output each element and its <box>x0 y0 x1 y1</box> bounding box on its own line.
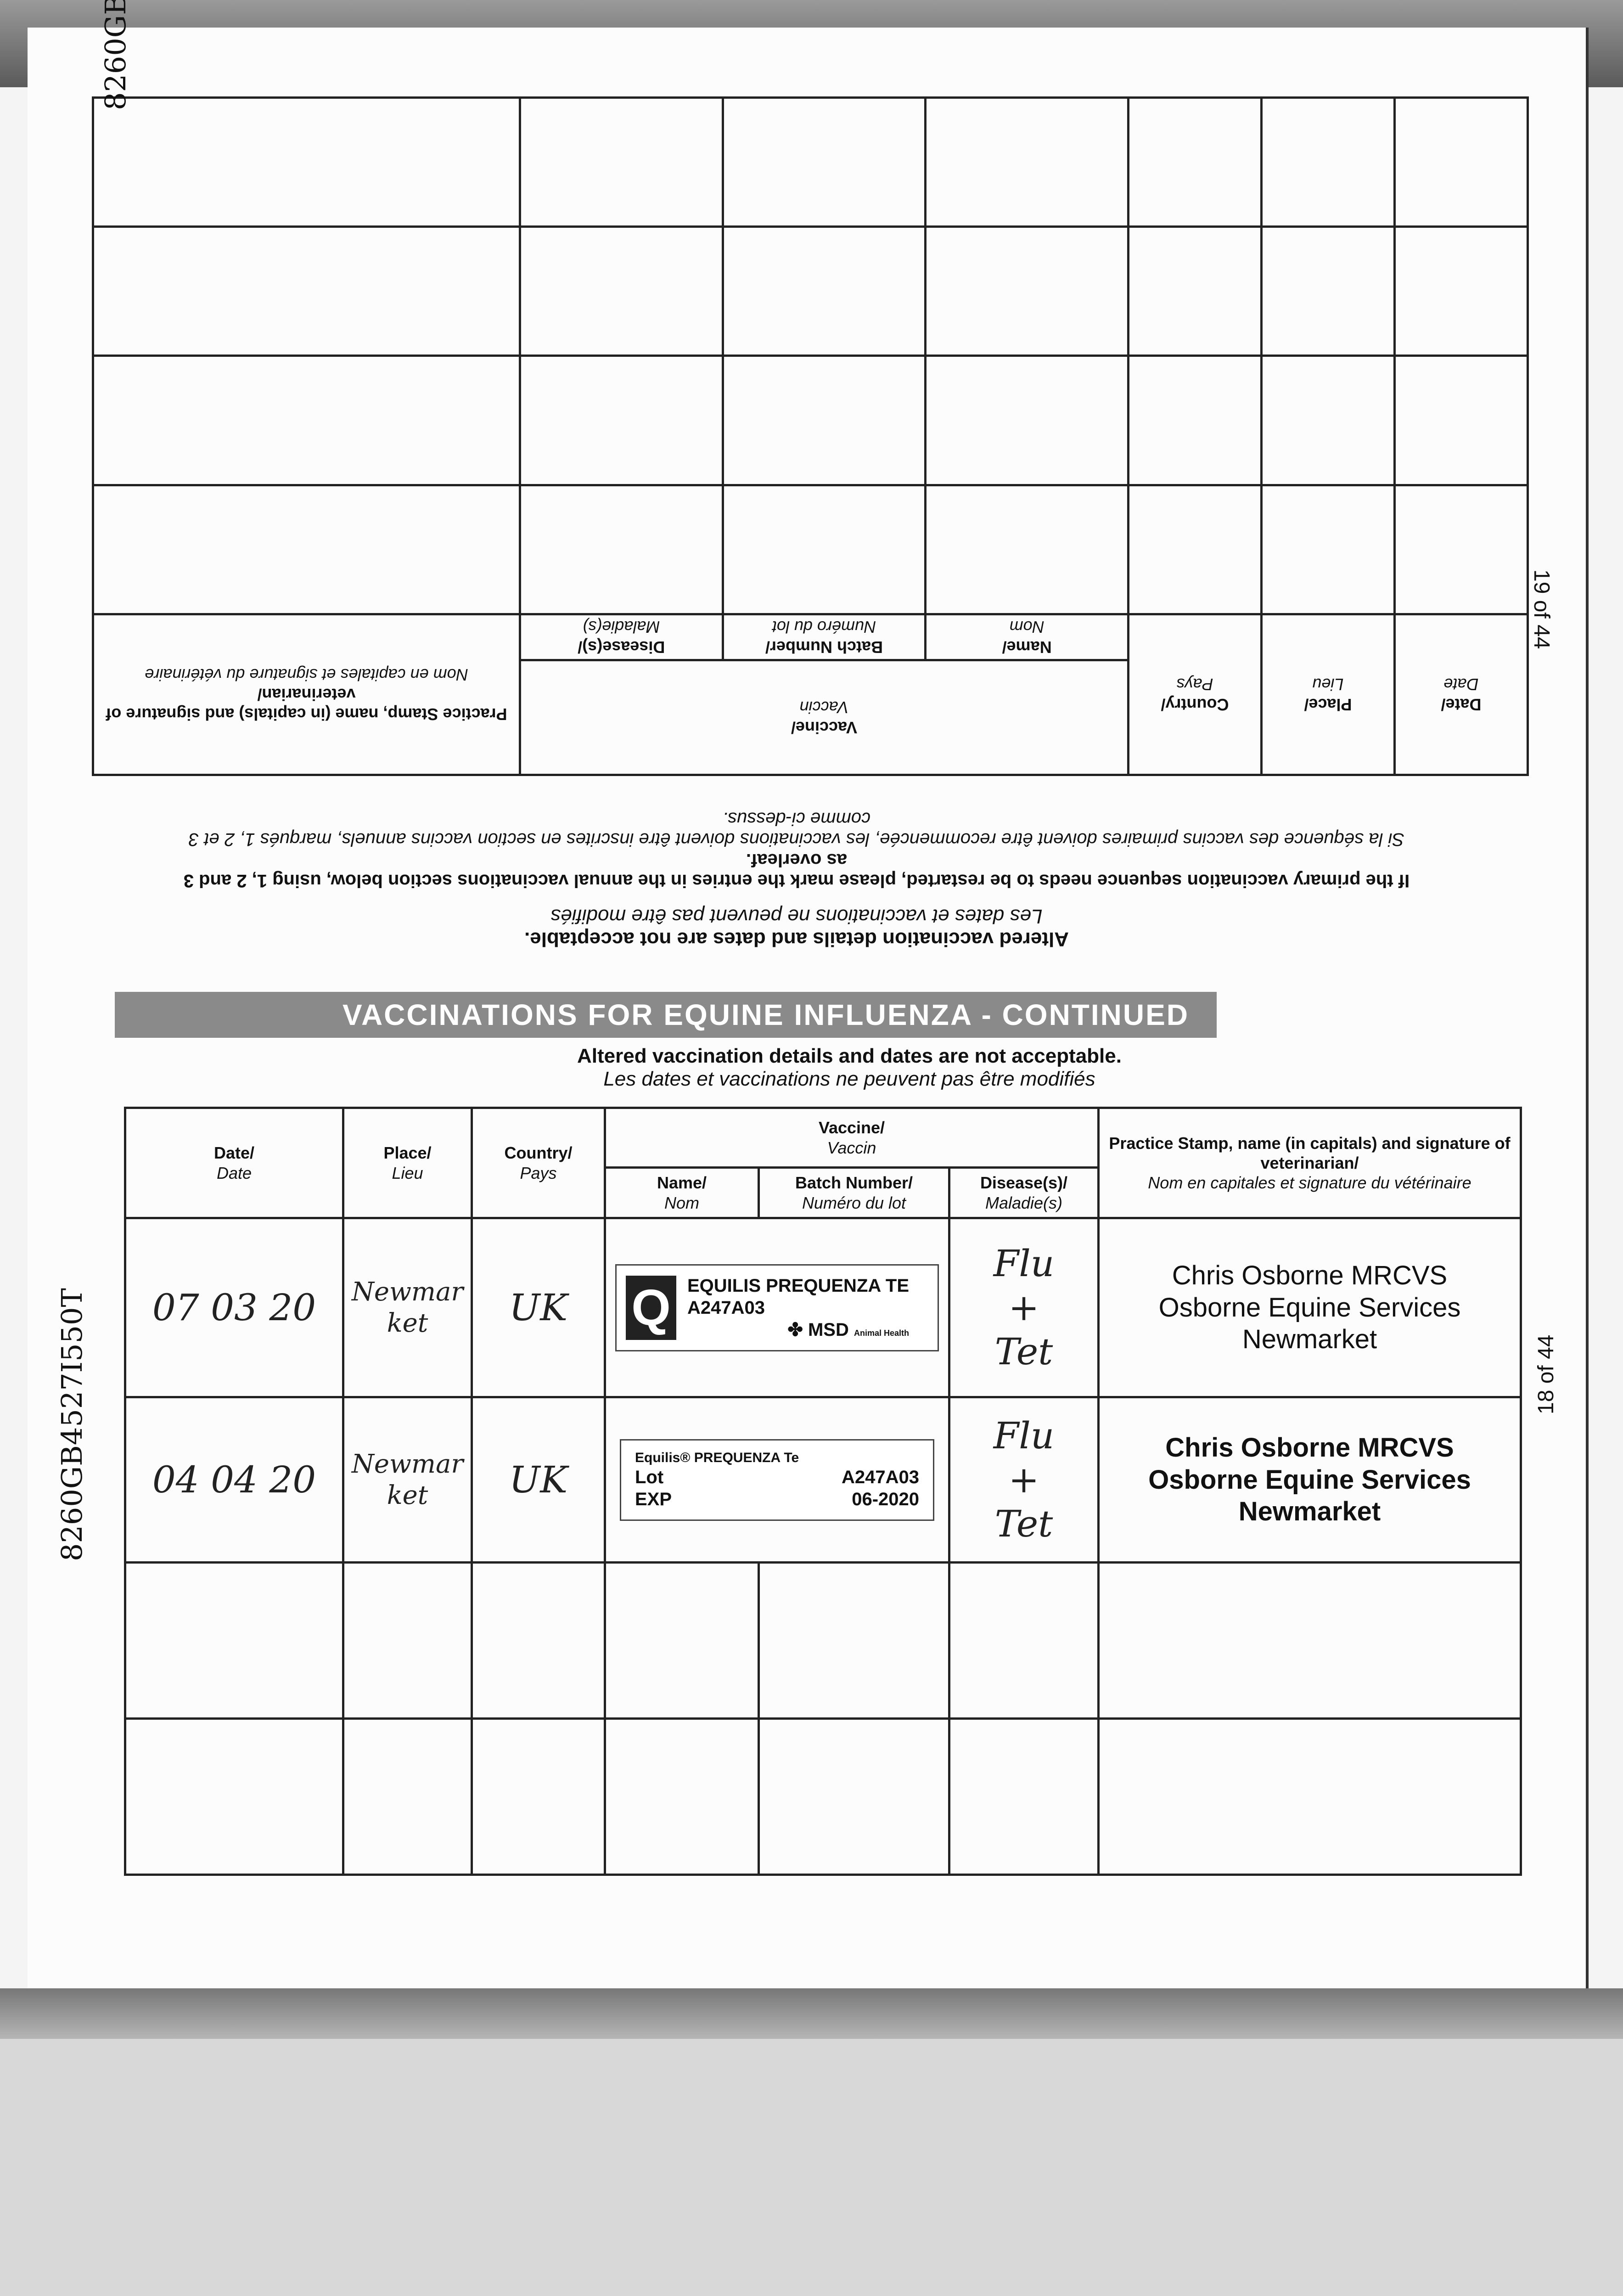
header-disease: Disease(s)/Maladie(s) <box>948 1166 1100 1219</box>
upper-vaccination-table: Date/Date Place/Lieu Country/Pays Vaccin… <box>92 96 1529 776</box>
scan-bottom-shadow <box>0 1988 1623 2039</box>
table-row <box>93 485 1528 614</box>
header-vaccine: Vaccine/Vaccin <box>604 1107 1100 1169</box>
lower-serial-number: 8260GB4527I550T <box>55 1288 89 1561</box>
table-row <box>93 226 1528 356</box>
header-date: Date/Date <box>124 1107 344 1219</box>
upper-page-number: 19 of 44 <box>1529 569 1554 649</box>
lower-vaccination-table: Date/Date Place/Lieu Country/Pays Vaccin… <box>124 1107 1522 1876</box>
section-banner: VACCINATIONS FOR EQUINE INFLUENZA - CONT… <box>115 992 1217 1038</box>
vaccine-label-cell: Equilis® PREQUENZA Te Lot A247A03 EXP 06-2… <box>604 1396 950 1564</box>
vaccine-name: EQUILIS PREQUENZA TE <box>687 1275 910 1296</box>
disease-cell: Flu + Tet <box>948 1217 1100 1398</box>
upper-page-rotated: Date/Date Place/Lieu Country/Pays Vaccin… <box>0 0 1623 983</box>
table-row <box>93 97 1528 227</box>
vaccine-label-cell: Q EQUILIS PREQUENZA TE A247A03 ✤ MSD Ani… <box>604 1217 950 1398</box>
country-cell: UK <box>471 1217 606 1398</box>
header-name: Name/Nom <box>604 1166 760 1219</box>
header-country: Country/Pays <box>1128 614 1262 775</box>
vaccine-batch: A247A03 <box>687 1297 765 1318</box>
table-row <box>124 1561 1522 1720</box>
header-batch: Batch Number/Numéro du lot <box>723 614 926 660</box>
practice-stamp: Chris Osborne MRCVS Osborne Equine Servic… <box>1097 1396 1522 1564</box>
table-row: 04 04 20 Newmarket UK Equilis® PREQUENZA… <box>124 1396 1522 1564</box>
vaccine-sticker: Q EQUILIS PREQUENZA TE A247A03 ✤ MSD Ani… <box>615 1264 939 1351</box>
place-cell: Newmarket <box>342 1396 473 1564</box>
header-name: Name/Nom <box>925 614 1129 660</box>
lower-notice: Altered vaccination details and dates ar… <box>577 1045 1122 1090</box>
vaccine-sticker: Equilis® PREQUENZA Te Lot A247A03 EXP 06-2… <box>620 1439 934 1521</box>
upper-notice: Altered vaccination details and dates ar… <box>524 905 1069 951</box>
scanner-bed <box>0 2039 1623 2296</box>
header-vaccine: Vaccine/Vaccin <box>520 660 1129 775</box>
header-practice: Practice Stamp, name (in capitals) and s… <box>1097 1107 1522 1219</box>
msd-logo-icon: ✤ <box>787 1319 808 1340</box>
practice-stamp: Chris Osborne MRCVS Osborne Equine Servic… <box>1097 1217 1522 1398</box>
lower-page-number: 18 of 44 <box>1534 1334 1558 1414</box>
date-cell: 04 04 20 <box>124 1396 344 1564</box>
disease-cell: Flu + Tet <box>948 1396 1100 1564</box>
header-date: Date/Date <box>1394 614 1528 775</box>
country-cell: UK <box>471 1396 606 1564</box>
table-row <box>93 356 1528 485</box>
header-batch: Batch Number/Numéro du lot <box>758 1166 950 1219</box>
q-logo-icon: Q <box>626 1275 676 1340</box>
upper-serial-number: 8260GB4527I550T <box>99 0 132 110</box>
table-row: 07 03 20 Newmarket UK Q EQUILIS PREQUENZ… <box>124 1217 1522 1398</box>
header-place: Place/Lieu <box>342 1107 473 1219</box>
header-practice: Practice Stamp, name (in capitals) and s… <box>93 614 520 775</box>
header-disease: Disease(s)/Maladie(s) <box>520 614 723 660</box>
header-place: Place/Lieu <box>1261 614 1395 775</box>
upper-restart-notice: If the primary vaccination sequence need… <box>183 809 1410 891</box>
table-row <box>124 1717 1522 1876</box>
header-country: Country/Pays <box>471 1107 606 1219</box>
place-cell: Newmarket <box>342 1217 473 1398</box>
date-cell: 07 03 20 <box>124 1217 344 1398</box>
